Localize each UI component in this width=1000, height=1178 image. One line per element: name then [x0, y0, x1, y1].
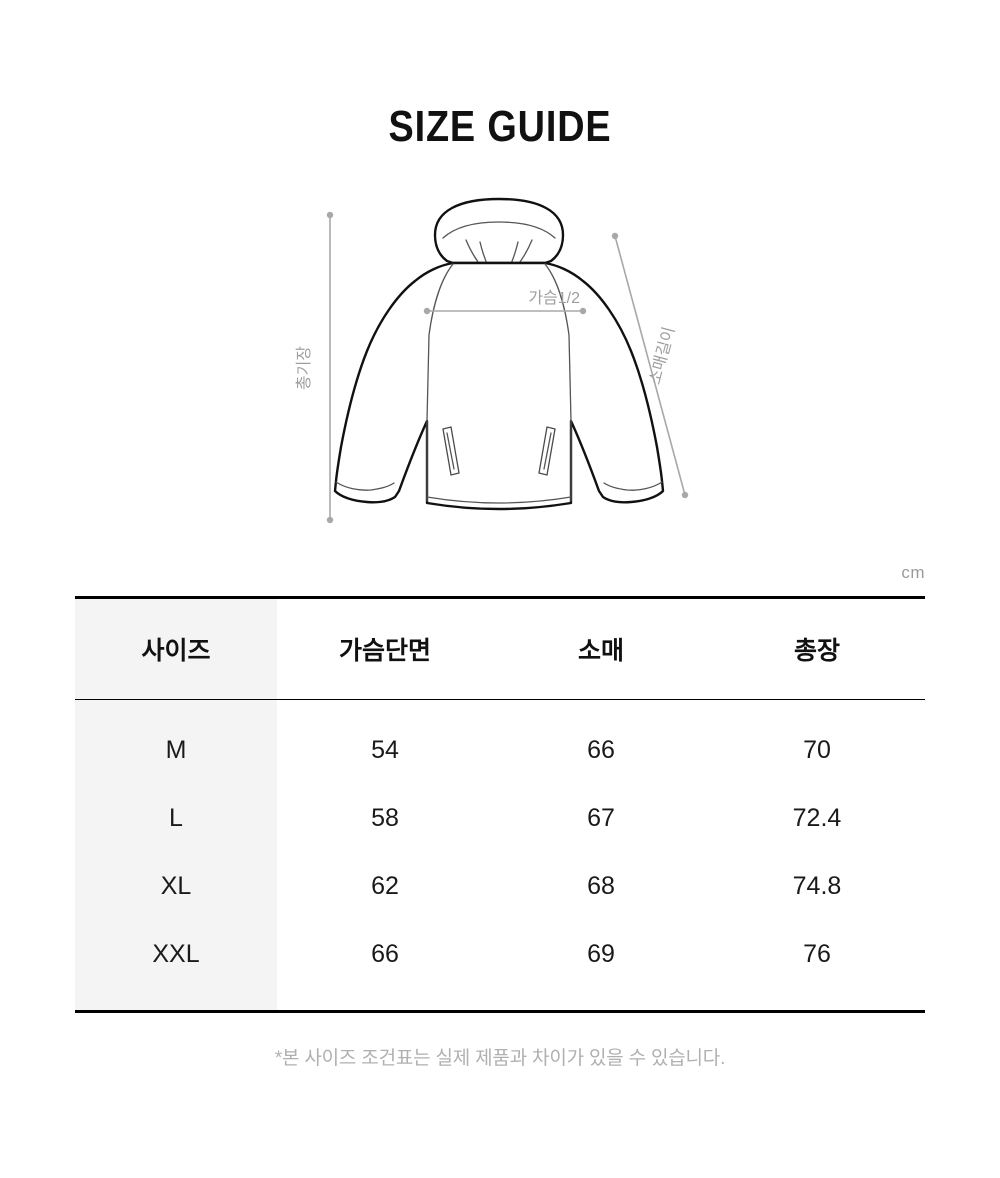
hoodie-technical-drawing: 총기장 가슴1/2 소매길이 — [295, 197, 689, 524]
table-row: XXL 66 69 76 — [75, 920, 925, 1012]
pocket-left-inner — [446, 432, 455, 470]
cell-chest: 58 — [371, 803, 399, 832]
cell-size: XL — [75, 852, 277, 920]
measure-chest-half: 가슴1/2 — [423, 289, 587, 315]
cuff-right — [603, 481, 663, 491]
cell-length: 70 — [803, 735, 831, 764]
shoulder-seam-right — [544, 263, 572, 422]
table-header-row: 사이즈 가슴단면 소매 총장 — [75, 597, 925, 700]
cell-sleeve: 66 — [587, 735, 615, 764]
table-row: XL 62 68 74.8 — [75, 852, 925, 920]
cell-length: 74.8 — [792, 871, 842, 900]
table-row: L 58 67 72.4 — [75, 784, 925, 852]
column-header-length: 총장 — [793, 637, 840, 665]
cell-chest: 66 — [371, 939, 399, 968]
cell-size: L — [75, 784, 277, 852]
measure-total-length: 총기장 — [295, 211, 334, 524]
size-table-body: M 54 66 70 L 58 67 72.4 XL 62 68 74.8 XX… — [75, 699, 925, 1012]
pocket-right-inner — [543, 432, 552, 470]
disclaimer-note: *본 사이즈 조건표는 실제 제품과 차이가 있을 수 있습니다. — [274, 1048, 726, 1069]
hood-inner-edge — [442, 221, 556, 239]
column-header-chest: 가슴단면 — [338, 637, 431, 665]
size-table: 사이즈 가슴단면 소매 총장 M 54 66 70 L 58 67 72.4 X… — [75, 596, 925, 1013]
cell-size: XXL — [75, 920, 277, 1012]
hoodie-illustration: 총기장 가슴1/2 소매길이 — [275, 185, 725, 545]
size-table-head: 사이즈 가슴단면 소매 총장 — [75, 597, 925, 700]
cuff-left — [335, 481, 395, 491]
measure-total-length-label: 총기장 — [295, 346, 313, 390]
size-table-container: 사이즈 가슴단면 소매 총장 M 54 66 70 L 58 67 72.4 X… — [75, 596, 925, 1013]
unit-label: cm — [901, 563, 925, 582]
cell-length: 76 — [803, 939, 831, 968]
shoulder-seam-left — [426, 263, 454, 422]
cell-sleeve: 67 — [587, 803, 615, 832]
page-title: SIZE GUIDE — [388, 102, 612, 151]
cell-chest: 62 — [371, 871, 399, 900]
cell-length: 72.4 — [792, 803, 842, 832]
column-header-size: 사이즈 — [75, 597, 277, 700]
cell-sleeve: 68 — [587, 871, 615, 900]
column-header-sleeve: 소매 — [577, 637, 624, 665]
hem-line — [426, 496, 572, 504]
cell-chest: 54 — [371, 735, 399, 764]
hood-outline — [433, 197, 565, 265]
garment-body-outline — [333, 261, 665, 511]
cell-size: M — [75, 699, 277, 784]
measure-sleeve-length-label: 소매길이 — [646, 325, 679, 387]
table-row: M 54 66 70 — [75, 699, 925, 784]
cell-sleeve: 69 — [587, 939, 615, 968]
measure-chest-half-label: 가슴1/2 — [528, 289, 580, 307]
